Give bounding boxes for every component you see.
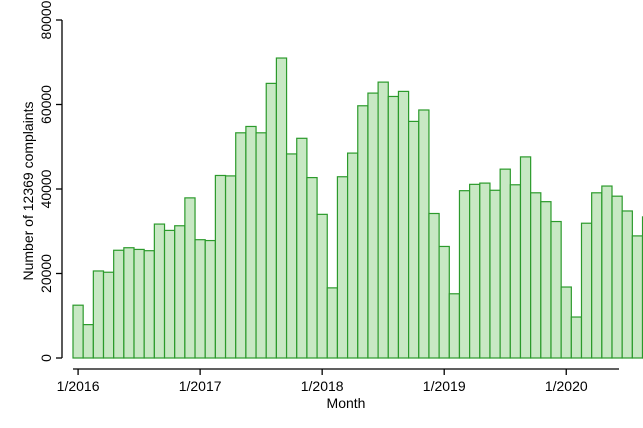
bar [214, 174, 227, 359]
bar [591, 192, 603, 359]
x-tick-label: 1/2017 [179, 378, 222, 394]
bar [316, 213, 328, 359]
bar [509, 184, 522, 359]
bar [408, 120, 420, 359]
bar [489, 189, 501, 359]
bar [448, 293, 461, 359]
bar [123, 247, 135, 359]
bar [153, 223, 166, 359]
bar [306, 176, 318, 359]
bar [133, 248, 145, 359]
bar [540, 201, 552, 359]
bar [296, 137, 308, 359]
bar [570, 316, 583, 359]
bar [72, 304, 84, 359]
bar [102, 271, 115, 359]
bar [560, 286, 572, 359]
bar [479, 182, 491, 359]
bar [275, 57, 288, 359]
bar [397, 90, 410, 359]
bar [438, 245, 450, 359]
bar [601, 185, 613, 359]
bar [194, 239, 206, 359]
bar [428, 212, 440, 359]
y-tick-label: 0 [38, 354, 54, 362]
bar [326, 287, 339, 359]
bar [377, 81, 389, 359]
x-tick-label: 1/2016 [57, 378, 100, 394]
bar [631, 235, 643, 359]
bar [224, 175, 237, 359]
x-tick-label: 1/2020 [545, 378, 588, 394]
bar [418, 109, 430, 359]
y-tick-label: 60000 [38, 85, 54, 124]
bar [235, 132, 247, 359]
bar [113, 249, 125, 359]
bar [265, 82, 278, 359]
bar [387, 95, 400, 359]
bar [184, 197, 196, 359]
bar [580, 222, 593, 359]
bar [621, 210, 633, 359]
bar [469, 183, 481, 359]
y-tick-label: 20000 [38, 254, 54, 293]
bar [530, 192, 542, 359]
x-tick-label: 1/2018 [301, 378, 344, 394]
bar [611, 195, 623, 359]
bar [82, 324, 94, 359]
bar [285, 153, 298, 359]
bar [336, 176, 349, 359]
bar [357, 105, 369, 359]
bar [92, 270, 105, 359]
bar [458, 190, 471, 359]
bar [550, 220, 562, 359]
y-tick-label: 40000 [38, 169, 54, 208]
bar [174, 225, 186, 359]
bar [519, 156, 532, 359]
y-axis-title: Number of 12369 complaints [20, 102, 36, 281]
bar [143, 250, 155, 359]
bar [245, 125, 257, 359]
bar [499, 168, 511, 359]
y-ticks: 0 20000 40000 60000 80000 [38, 0, 62, 362]
bar [346, 152, 359, 359]
bar [367, 92, 379, 359]
bar [204, 239, 216, 359]
x-axis-title: Month [327, 395, 366, 411]
x-ticks: 1/2016 1/2017 1/2018 1/2019 1/2020 [57, 369, 588, 394]
bar [255, 132, 267, 359]
x-tick-label: 1/2019 [423, 378, 466, 394]
bars-layer [72, 57, 643, 359]
bar [163, 229, 176, 359]
y-tick-label: 80000 [38, 0, 54, 39]
